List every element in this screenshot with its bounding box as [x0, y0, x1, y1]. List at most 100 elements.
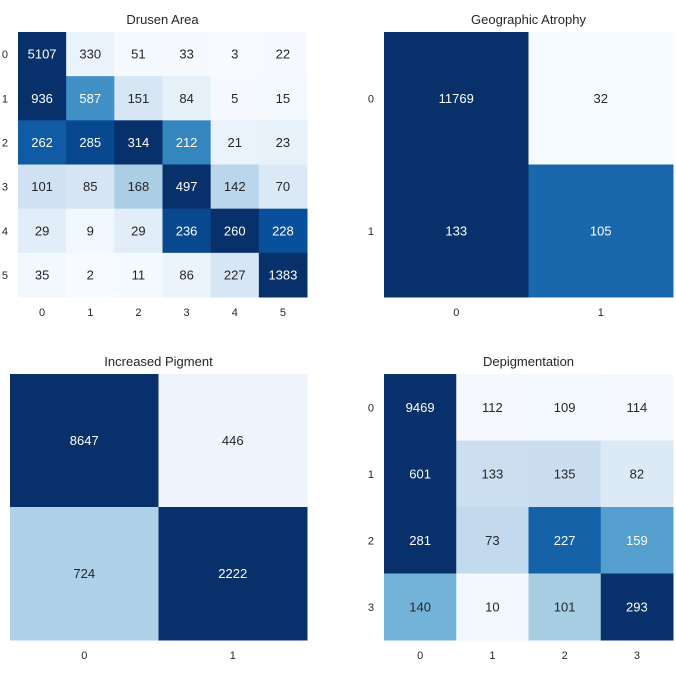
heatmap-cell: [162, 120, 212, 165]
heatmap-cell: [384, 507, 457, 574]
x-tick-label: 3: [184, 307, 190, 319]
cell-value-label: 29: [131, 223, 145, 238]
cell-value-label: 236: [176, 223, 198, 238]
heatmap-cell: [528, 164, 674, 298]
heatmap-cell: [210, 32, 260, 77]
cell-value-label: 293: [626, 599, 648, 614]
heatmap-cell: [456, 507, 529, 574]
y-tick-label: 2: [368, 535, 374, 547]
cell-value-label: 262: [31, 135, 53, 150]
heatmap-cell: [456, 374, 529, 441]
cell-value-label: 11: [132, 267, 146, 282]
y-tick-label: 0: [368, 93, 374, 105]
heatmap-cell: [528, 440, 602, 508]
heatmap-panel: Increased Pigment864744672422220101: [10, 354, 308, 662]
cell-value-label: 281: [409, 533, 431, 548]
cell-value-label: 82: [630, 466, 644, 481]
cell-value-label: 3: [231, 47, 238, 62]
heatmap-cell: [66, 252, 115, 298]
x-tick-label: 0: [39, 307, 45, 319]
x-tick-label: 2: [135, 307, 141, 319]
y-tick-label: 1: [368, 226, 374, 238]
heatmap-cell: [114, 76, 163, 121]
cell-value-label: 22: [276, 47, 290, 62]
y-tick-label: 3: [368, 602, 374, 614]
cell-value-label: 601: [409, 466, 431, 481]
y-tick-label: 3: [2, 182, 8, 194]
y-tick-label: 2: [2, 137, 8, 149]
heatmap-cell: [114, 164, 163, 210]
heatmap-cell: [258, 164, 308, 210]
heatmap-cell: [18, 252, 67, 298]
heatmap-cell: [258, 32, 308, 77]
heatmap-cell: [528, 573, 602, 641]
heatmap-cell: [600, 374, 674, 441]
cell-value-label: 497: [176, 179, 198, 194]
panel-title: Depigmentation: [483, 354, 574, 369]
x-tick-label: 1: [489, 650, 495, 662]
cell-value-label: 101: [31, 179, 53, 194]
cell-value-label: 70: [276, 179, 290, 194]
heatmap-cell: [158, 374, 308, 508]
y-tick-label: 1: [368, 469, 374, 481]
cell-value-label: 84: [179, 91, 193, 106]
cell-value-label: 724: [73, 566, 95, 581]
y-tick-label: 1: [2, 93, 8, 105]
cell-value-label: 21: [228, 135, 242, 150]
x-tick-label: 3: [634, 650, 640, 662]
heatmap-cell: [114, 252, 163, 298]
cell-value-label: 142: [224, 179, 246, 194]
heatmap-cell: [10, 507, 159, 641]
heatmap-cell: [114, 120, 163, 165]
heatmap-cell: [258, 120, 308, 165]
heatmap-cell: [162, 208, 212, 254]
heatmap-cell: [162, 32, 212, 77]
heatmap-cell: [384, 573, 457, 641]
cell-value-label: 8647: [70, 433, 99, 448]
heatmap-cell: [10, 374, 159, 508]
y-tick-label: 5: [2, 270, 8, 282]
heatmap-cell: [210, 164, 260, 210]
heatmap-cell: [162, 164, 212, 210]
y-tick-label: 4: [2, 226, 8, 238]
cell-value-label: 936: [31, 91, 53, 106]
cell-value-label: 86: [179, 267, 193, 282]
cell-value-label: 85: [83, 179, 97, 194]
heatmap-cell: [18, 120, 67, 165]
heatmap-cell: [18, 32, 67, 77]
x-tick-label: 0: [417, 650, 423, 662]
cell-value-label: 2: [87, 267, 94, 282]
x-tick-label: 2: [562, 650, 568, 662]
heatmap-cell: [114, 208, 163, 254]
x-tick-label: 4: [232, 307, 238, 319]
cell-value-label: 2222: [218, 566, 247, 581]
cell-value-label: 101: [554, 599, 576, 614]
y-tick-label: 0: [2, 49, 8, 61]
cell-value-label: 109: [554, 400, 576, 415]
heatmap-cell: [66, 120, 115, 165]
heatmap-cell: [528, 32, 674, 165]
cell-value-label: 151: [128, 91, 150, 106]
heatmap-cell: [384, 440, 457, 508]
heatmap-cell: [158, 507, 308, 641]
cell-value-label: 15: [276, 91, 290, 106]
heatmap-cell: [456, 440, 529, 508]
heatmap-cell: [258, 76, 308, 121]
cell-value-label: 587: [79, 91, 101, 106]
heatmap-cell: [18, 164, 67, 210]
heatmap-cell: [528, 374, 602, 441]
cell-value-label: 11769: [439, 91, 474, 106]
cell-value-label: 330: [79, 47, 101, 62]
cell-value-label: 9469: [406, 400, 435, 415]
cell-value-label: 112: [482, 400, 503, 415]
heatmap-cell: [162, 76, 212, 121]
x-tick-label: 0: [453, 307, 459, 319]
cell-value-label: 446: [222, 433, 244, 448]
heatmap-cell: [210, 76, 260, 121]
x-tick-label: 1: [87, 307, 93, 319]
heatmap-panel: Geographic Atrophy 11769 32 133 105 0 1 0 1: [368, 12, 674, 319]
x-tick-label: 0: [81, 650, 87, 662]
